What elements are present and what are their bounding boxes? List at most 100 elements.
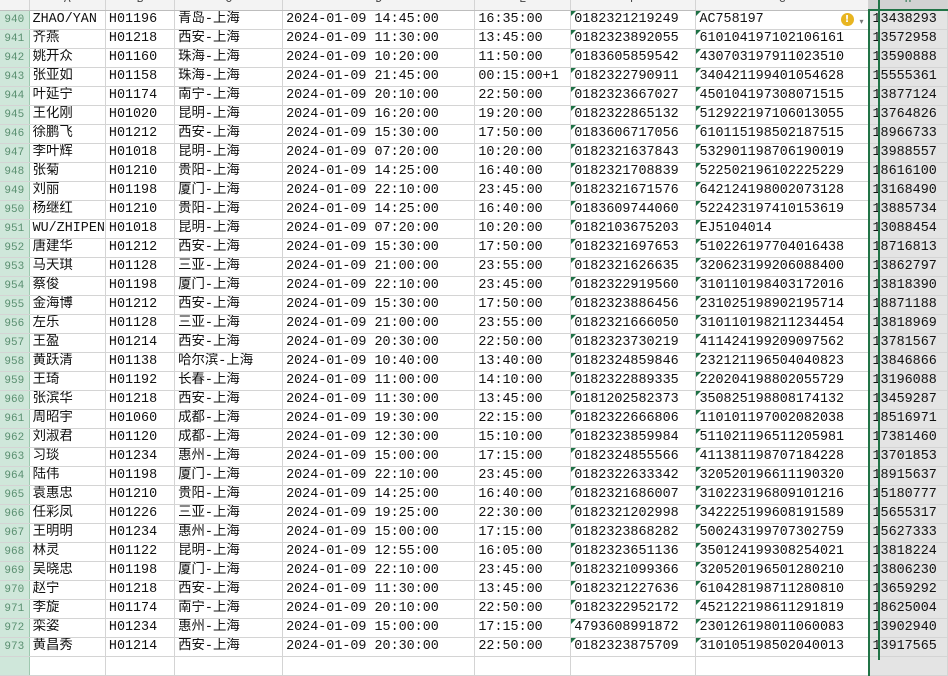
cell-c[interactable]: 长春-上海 — [174, 371, 284, 391]
cell-f[interactable]: 0182323875709 — [570, 637, 697, 657]
cell-f[interactable]: 0182324855566 — [570, 447, 697, 467]
cell-e[interactable]: 23:45:00 — [474, 181, 572, 201]
row-header[interactable]: 941 — [0, 29, 30, 49]
cell-c[interactable]: 三亚-上海 — [174, 257, 284, 277]
cell-f[interactable]: 0182323886456 — [570, 295, 697, 315]
cell-b[interactable]: H01198 — [105, 276, 176, 296]
cell-g[interactable]: 642124198002073128 — [695, 181, 869, 201]
cell-e[interactable]: 11:50:00 — [474, 48, 572, 68]
cell-c[interactable]: 珠海-上海 — [174, 67, 284, 87]
row-header[interactable]: 963 — [0, 447, 30, 467]
cell-c[interactable]: 厦门-上海 — [174, 466, 284, 486]
row-header[interactable]: 955 — [0, 295, 30, 315]
column-header-d[interactable]: D — [282, 0, 476, 11]
cell-e[interactable]: 22:50:00 — [474, 599, 572, 619]
cell-h[interactable]: 15655317 — [867, 504, 948, 524]
cell-b[interactable]: H01234 — [105, 523, 176, 543]
cell-c[interactable]: 贵阳-上海 — [174, 162, 284, 182]
cell-d[interactable]: 2024-01-09 22:10:00 — [282, 276, 476, 296]
cell-h[interactable]: 17381460 — [867, 428, 948, 448]
row-header[interactable]: 969 — [0, 561, 30, 581]
cell-f[interactable]: 0182321099366 — [570, 561, 697, 581]
cell-c[interactable]: 惠州-上海 — [174, 618, 284, 638]
cell-b[interactable]: H01198 — [105, 181, 176, 201]
cell-g[interactable]: 511021196511205981 — [695, 428, 869, 448]
cell-e[interactable]: 22:15:00 — [474, 409, 572, 429]
cell-g[interactable]: 110101197002082038 — [695, 409, 869, 429]
cell-d[interactable]: 2024-01-09 14:25:00 — [282, 200, 476, 220]
cell-f[interactable]: 0182322790911 — [570, 67, 697, 87]
cell-g[interactable]: 610104197102106161 — [695, 29, 869, 49]
cell-d[interactable]: 2024-01-09 16:20:00 — [282, 105, 476, 125]
cell-e[interactable]: 17:15:00 — [474, 523, 572, 543]
cell-g[interactable]: 310110198403172016 — [695, 276, 869, 296]
cell-d[interactable]: 2024-01-09 22:10:00 — [282, 181, 476, 201]
cell-e[interactable]: 17:50:00 — [474, 124, 572, 144]
row-header[interactable]: 961 — [0, 409, 30, 429]
cell-a[interactable]: 马天琪 — [29, 257, 106, 277]
cell-d[interactable]: 2024-01-09 14:45:00 — [282, 10, 476, 30]
cell[interactable] — [867, 656, 948, 676]
cell-c[interactable]: 成都-上海 — [174, 409, 284, 429]
cell-d[interactable]: 2024-01-09 20:30:00 — [282, 637, 476, 657]
cell-b[interactable]: H01218 — [105, 580, 176, 600]
row-header[interactable]: 944 — [0, 86, 30, 106]
cell-e[interactable]: 13:45:00 — [474, 580, 572, 600]
cell-g[interactable]: 350124199308254021 — [695, 542, 869, 562]
cell-b[interactable]: H01174 — [105, 86, 176, 106]
cell-e[interactable]: 19:20:00 — [474, 105, 572, 125]
cell-a[interactable]: 赵宁 — [29, 580, 106, 600]
cell-c[interactable]: 珠海-上海 — [174, 48, 284, 68]
cell-d[interactable]: 2024-01-09 15:00:00 — [282, 523, 476, 543]
row-header[interactable]: 947 — [0, 143, 30, 163]
cell-d[interactable]: 2024-01-09 11:30:00 — [282, 580, 476, 600]
cell-a[interactable]: 周昭宇 — [29, 409, 106, 429]
cell-g[interactable]: 320623199206088400 — [695, 257, 869, 277]
cell-a[interactable]: 刘淑君 — [29, 428, 106, 448]
cell-a[interactable]: 齐燕 — [29, 29, 106, 49]
cell-a[interactable]: 张滨华 — [29, 390, 106, 410]
row-header[interactable]: 951 — [0, 219, 30, 239]
row-header[interactable]: 965 — [0, 485, 30, 505]
cell-a[interactable]: 李叶辉 — [29, 143, 106, 163]
cell-f[interactable]: 0183609744060 — [570, 200, 697, 220]
cell-e[interactable]: 13:40:00 — [474, 352, 572, 372]
cell-e[interactable]: 17:15:00 — [474, 618, 572, 638]
row-header[interactable]: 966 — [0, 504, 30, 524]
cell-d[interactable]: 2024-01-09 11:30:00 — [282, 29, 476, 49]
cell-e[interactable]: 15:10:00 — [474, 428, 572, 448]
column-header-b[interactable]: B — [105, 0, 176, 11]
cell-c[interactable]: 青岛-上海 — [174, 10, 284, 30]
row-header[interactable]: 953 — [0, 257, 30, 277]
cell[interactable] — [174, 656, 284, 676]
row-header[interactable]: 952 — [0, 238, 30, 258]
cell-h[interactable]: 13885734 — [867, 200, 948, 220]
cell-e[interactable]: 23:45:00 — [474, 276, 572, 296]
cell-b[interactable]: H01210 — [105, 485, 176, 505]
cell-g[interactable]: 500243199707302759 — [695, 523, 869, 543]
warning-icon[interactable]: ! — [840, 12, 854, 26]
cell[interactable] — [282, 656, 476, 676]
cell-g[interactable]: 320520196611190320 — [695, 466, 869, 486]
cell-b[interactable]: H01138 — [105, 352, 176, 372]
row-header[interactable]: 954 — [0, 276, 30, 296]
cell-a[interactable]: 张亚如 — [29, 67, 106, 87]
cell-h[interactable]: 13088454 — [867, 219, 948, 239]
cell-e[interactable]: 16:05:00 — [474, 542, 572, 562]
cell-a[interactable]: 任彩凤 — [29, 504, 106, 524]
cell-f[interactable]: 0182321637843 — [570, 143, 697, 163]
cell-g[interactable]: 510226197704016438 — [695, 238, 869, 258]
cell-f[interactable]: 0182323859984 — [570, 428, 697, 448]
cell-c[interactable]: 昆明-上海 — [174, 105, 284, 125]
cell-f[interactable]: 0182321219249 — [570, 10, 697, 30]
column-header-g[interactable]: G — [695, 0, 869, 11]
cell-a[interactable]: 栾姿 — [29, 618, 106, 638]
cell-h[interactable]: 13572958 — [867, 29, 948, 49]
cell-h[interactable]: 18516971 — [867, 409, 948, 429]
cell-a[interactable]: 张菊 — [29, 162, 106, 182]
cell-a[interactable]: 唐建华 — [29, 238, 106, 258]
cell-e[interactable]: 17:50:00 — [474, 295, 572, 315]
row-header[interactable]: 959 — [0, 371, 30, 391]
row-header[interactable] — [0, 656, 30, 676]
cell-g[interactable]: 320520196501280210 — [695, 561, 869, 581]
